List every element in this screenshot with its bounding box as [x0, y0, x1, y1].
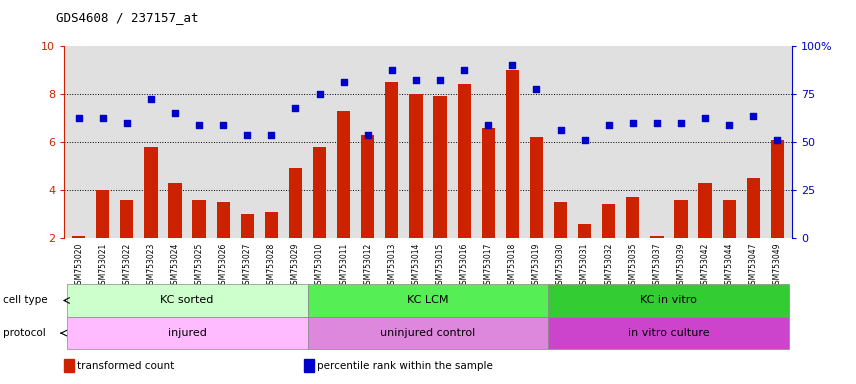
- Point: [481, 122, 495, 128]
- Text: percentile rank within the sample: percentile rank within the sample: [317, 361, 492, 371]
- Bar: [120, 200, 134, 238]
- Text: KC LCM: KC LCM: [407, 295, 449, 306]
- Point: [722, 122, 736, 128]
- Bar: [241, 214, 254, 238]
- Point: [554, 127, 568, 133]
- Text: in vitro culture: in vitro culture: [628, 328, 710, 338]
- Point: [144, 96, 158, 102]
- Point: [120, 120, 134, 126]
- Text: KC in vitro: KC in vitro: [640, 295, 698, 306]
- Text: GDS4608 / 237157_at: GDS4608 / 237157_at: [56, 12, 198, 25]
- Bar: [96, 190, 110, 238]
- Bar: [265, 212, 278, 238]
- Bar: [554, 202, 568, 238]
- Point: [193, 122, 206, 128]
- Bar: [675, 200, 687, 238]
- Point: [675, 120, 688, 126]
- Point: [578, 137, 591, 143]
- Point: [433, 76, 447, 83]
- Bar: [698, 183, 711, 238]
- Text: transformed count: transformed count: [77, 361, 175, 371]
- Text: cell type: cell type: [3, 295, 47, 306]
- Bar: [457, 84, 471, 238]
- Point: [746, 113, 760, 119]
- Bar: [217, 202, 230, 238]
- Bar: [313, 147, 326, 238]
- Point: [336, 79, 350, 85]
- Bar: [409, 94, 423, 238]
- Point: [626, 120, 639, 126]
- Point: [385, 67, 399, 73]
- Point: [72, 115, 86, 121]
- Point: [409, 76, 423, 83]
- Bar: [288, 169, 302, 238]
- Bar: [385, 82, 399, 238]
- Bar: [169, 183, 181, 238]
- Bar: [651, 236, 663, 238]
- Bar: [770, 140, 784, 238]
- Point: [506, 62, 520, 68]
- Bar: [145, 147, 158, 238]
- Bar: [530, 137, 543, 238]
- Point: [312, 91, 326, 97]
- Point: [96, 115, 110, 121]
- Bar: [506, 70, 519, 238]
- Point: [288, 106, 302, 112]
- Point: [457, 67, 471, 73]
- Text: protocol: protocol: [3, 328, 45, 338]
- Point: [361, 132, 375, 138]
- Text: KC sorted: KC sorted: [160, 295, 214, 306]
- Bar: [722, 200, 736, 238]
- Bar: [482, 127, 495, 238]
- Point: [168, 110, 181, 116]
- Text: uninjured control: uninjured control: [380, 328, 476, 338]
- Point: [530, 86, 544, 93]
- Bar: [746, 178, 760, 238]
- Bar: [433, 96, 447, 238]
- Point: [698, 115, 712, 121]
- Bar: [193, 200, 205, 238]
- Point: [265, 132, 278, 138]
- Point: [650, 120, 663, 126]
- Bar: [337, 111, 350, 238]
- Point: [217, 122, 230, 128]
- Bar: [72, 236, 86, 238]
- Bar: [578, 223, 591, 238]
- Bar: [361, 135, 374, 238]
- Point: [602, 122, 615, 128]
- Text: injured: injured: [168, 328, 206, 338]
- Bar: [602, 204, 615, 238]
- Point: [770, 137, 784, 143]
- Bar: [626, 197, 639, 238]
- Point: [241, 132, 254, 138]
